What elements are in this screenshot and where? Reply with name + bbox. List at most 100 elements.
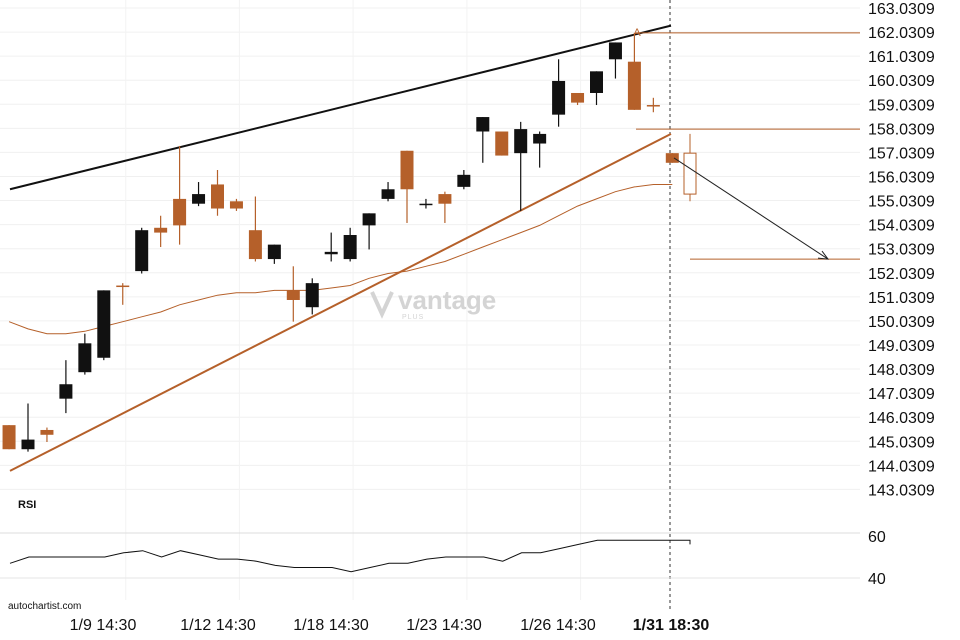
x-tick-label: 1/18 14:30 [293,617,369,634]
x-tick-label: 1/23 14:30 [406,617,482,634]
candle [173,145,187,245]
candle-body [40,429,54,435]
candle-body [627,61,641,110]
candle [324,232,338,262]
rsi-tick-label: 40 [868,571,886,588]
candle [457,170,471,190]
y-tick-label: 153.0309 [868,242,935,259]
resistance-line [9,24,672,191]
rsi-tick-label: 60 [868,529,886,546]
candle-body [438,194,452,204]
candle-body [135,230,149,272]
moving-average-line [8,184,673,335]
projection-body [683,152,697,195]
support-line [9,133,672,472]
candle-body [229,201,243,209]
y-tick-label: 161.0309 [868,49,935,66]
candle [211,170,224,216]
candle [2,425,16,450]
candle-body [457,174,471,187]
candle-body [173,198,187,226]
candle-body [116,285,130,288]
candle-body [476,117,490,132]
candle [248,196,262,262]
y-tick-label: 146.0309 [868,410,935,427]
brand-text: autochartist.com [8,601,81,612]
candle-body [571,92,585,103]
candle [40,427,54,443]
y-tick-label: 160.0309 [868,73,935,90]
candle [476,117,490,163]
candle [135,227,149,274]
candle [571,92,585,106]
x-tick-label: 1/31 18:30 [633,617,710,634]
candle [59,360,73,414]
candle [665,153,679,163]
x-tick-label: 1/26 14:30 [520,617,596,634]
candle [286,266,300,322]
candle-body [590,71,603,93]
candle [154,215,168,248]
level-lines [636,32,860,260]
candle [533,131,547,168]
y-tick-label: 151.0309 [868,290,935,307]
candle-body [248,230,262,260]
forecast-arrowhead [817,250,830,260]
candle-body [552,80,566,115]
y-axis-ticks: 163.0309 162.0309 161.0309 160.0309 159.0309… [868,1,935,499]
candle [343,227,357,262]
y-tick-label: 159.0309 [868,97,935,114]
candle [305,278,319,315]
y-tick-label: 154.0309 [868,218,935,235]
candle [608,42,622,79]
projection [673,133,830,260]
x-tick-label: 1/9 14:30 [70,617,137,634]
moving-average [8,184,673,335]
candle [627,32,641,110]
x-tick-label: 1/12 14:30 [180,617,256,634]
candle-body [2,425,16,450]
watermark-text: vantage [398,285,496,315]
y-tick-label: 157.0309 [868,145,935,162]
y-tick-label: 144.0309 [868,458,935,475]
candle-body [419,203,433,206]
candle [646,97,660,113]
candle [438,191,452,223]
candle-body [533,133,547,144]
candle [590,71,603,106]
candle [97,290,111,361]
candle [78,333,92,375]
candle-body [154,227,168,233]
candles: A [2,27,679,452]
candle-body [78,343,92,373]
y-tick-label: 158.0309 [868,121,935,138]
y-tick-label: 162.0309 [868,25,935,42]
candle [362,213,376,250]
y-tick-label: 143.0309 [868,482,935,499]
candle-body [21,439,35,450]
watermark-subtext: PLUS [402,314,424,321]
watermark-v-icon [370,291,394,319]
candle-body [665,153,679,163]
candle [229,198,243,211]
candle [192,182,206,207]
candle-body [324,251,338,255]
candle [400,150,414,223]
rsi-panel: 60 40 [0,529,886,588]
y-tick-label: 155.0309 [868,194,935,211]
candle [495,131,509,156]
watermark-logo: vantage PLUS [370,285,496,321]
candle [381,182,395,202]
y-tick-label: 148.0309 [868,362,935,379]
candle-body [514,129,528,154]
candle-body [381,189,395,199]
candle [419,198,433,209]
y-tick-label: 147.0309 [868,386,935,403]
pattern-marker-label: A [633,27,641,39]
y-tick-label: 150.0309 [868,314,935,331]
candle-body [97,290,111,358]
candle-body [495,131,509,156]
candle [116,283,130,305]
candle [21,403,35,452]
